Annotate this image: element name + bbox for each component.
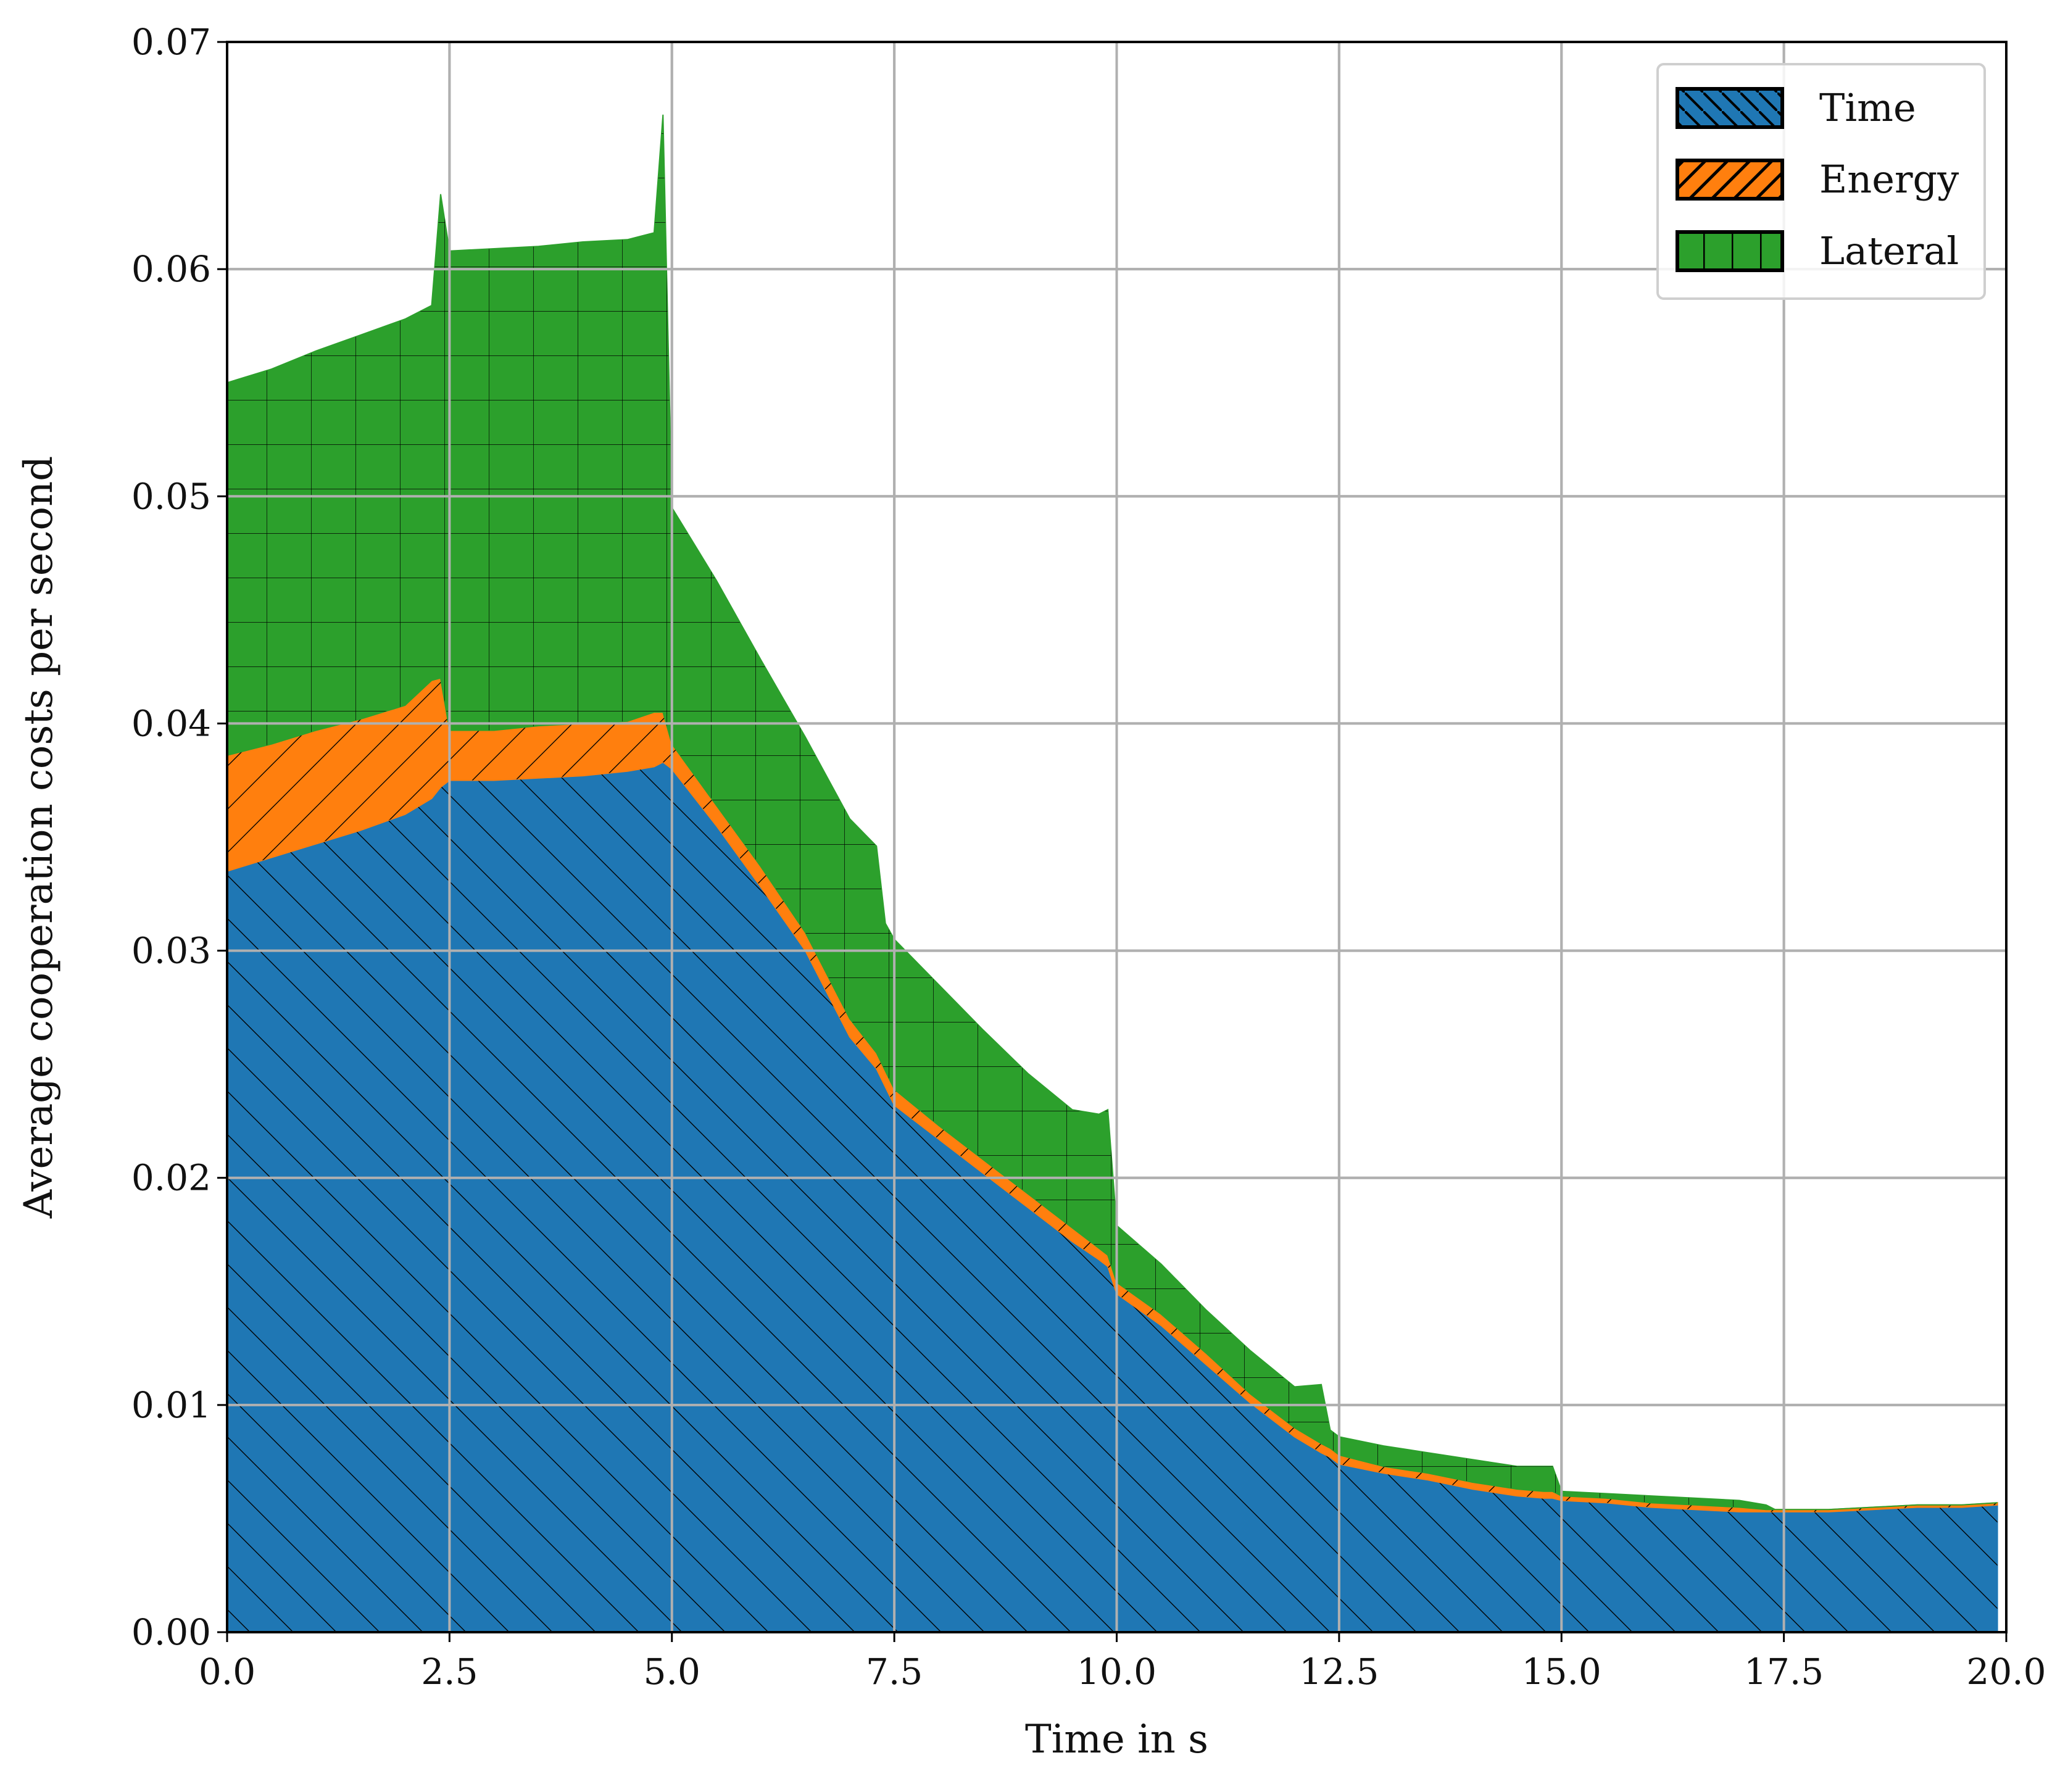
x-tick-label: 5.0 — [644, 1651, 700, 1693]
legend-label-lateral: Lateral — [1819, 228, 1959, 273]
area-hatch-lateral — [227, 114, 1998, 1510]
legend-swatch-hatch-energy — [1676, 159, 1784, 201]
y-axis-title: Average cooperation costs per second — [16, 456, 62, 1219]
x-tick-label: 2.5 — [421, 1651, 478, 1693]
x-tick-label: 20.0 — [1966, 1651, 2046, 1693]
area-hatch-time — [227, 762, 1998, 1632]
y-tick-label: 0.07 — [131, 21, 211, 63]
x-tick-label: 10.0 — [1077, 1651, 1157, 1693]
y-tick-label: 0.05 — [131, 475, 211, 517]
y-tick-label: 0.01 — [131, 1384, 211, 1426]
area-hatch-energy — [227, 678, 1998, 1512]
legend: Time Energy Lateral — [1656, 63, 1986, 300]
x-axis-title: Time in s — [1025, 1717, 1208, 1762]
legend-label-time: Time — [1819, 85, 1916, 130]
y-tick-label: 0.00 — [131, 1611, 211, 1653]
x-tick-label: 15.0 — [1522, 1651, 1601, 1693]
x-tick-label: 7.5 — [866, 1651, 923, 1693]
y-tick-label: 0.02 — [131, 1157, 211, 1199]
area-layers — [226, 114, 1998, 1633]
x-tick-label: 17.5 — [1744, 1651, 1824, 1693]
y-tick-label: 0.06 — [131, 248, 211, 290]
legend-label-energy: Energy — [1819, 157, 1959, 202]
legend-swatch-hatch-lateral — [1676, 230, 1784, 272]
y-tick-label: 0.03 — [131, 930, 211, 972]
axis-ticks: 0.0 2.5 5.0 7.5 10.0 12.5 15.0 17.5 20.0 0.00 0.01… — [131, 21, 2046, 1693]
y-tick-label: 0.04 — [131, 702, 211, 744]
legend-swatch-hatch-time — [1676, 87, 1784, 129]
x-tick-label: 12.5 — [1299, 1651, 1379, 1693]
x-tick-label: 0.0 — [199, 1651, 255, 1693]
